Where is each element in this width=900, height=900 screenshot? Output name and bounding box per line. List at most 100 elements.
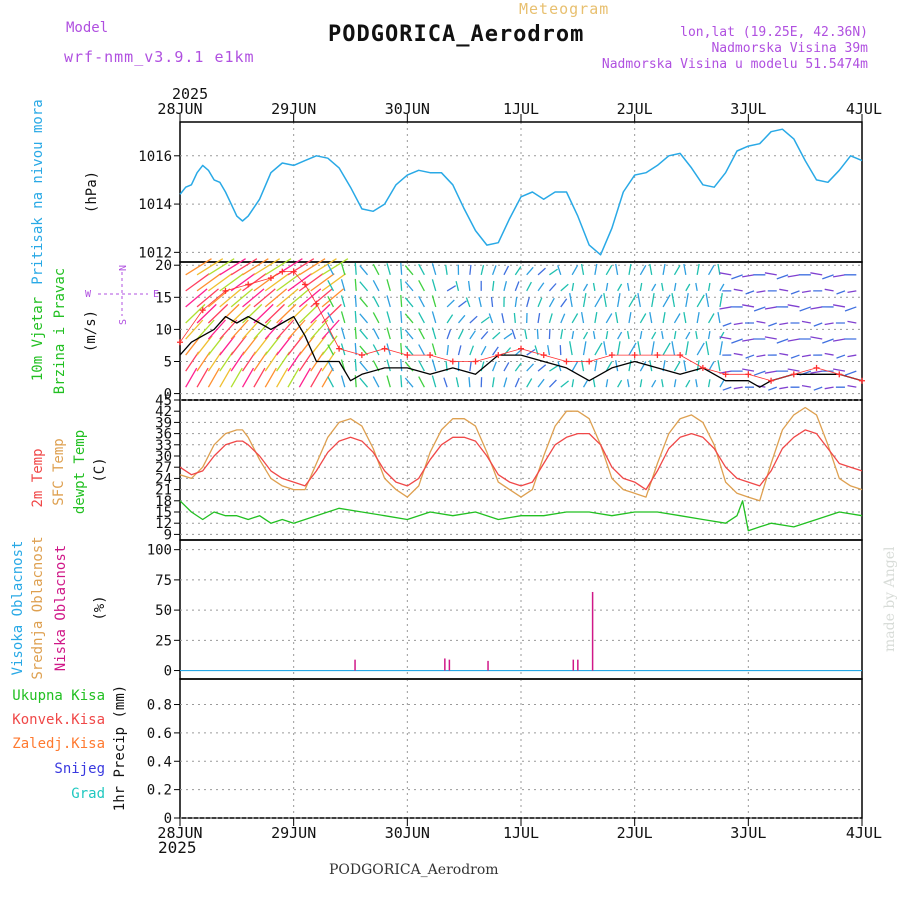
y-tick-label: 12 (155, 516, 172, 532)
year-bottom: 2025 (158, 838, 197, 857)
wind-barb (580, 311, 585, 324)
wind-barb (230, 351, 245, 372)
wind-barb (628, 311, 632, 324)
wind-barb (287, 273, 312, 292)
wind-barb (208, 273, 233, 292)
wind-barb (219, 273, 244, 292)
y-tick-label: 0.4 (147, 754, 172, 770)
wind-barb (404, 377, 414, 388)
wind-barb (603, 292, 607, 308)
y-tick-label: 25 (155, 633, 172, 649)
wind-barb (824, 322, 834, 326)
model-altitude-text: Nadmorska Visina u modelu 51.5474m (601, 57, 868, 72)
y-tick-label: 1016 (138, 149, 172, 165)
y-tick-label: 36 (155, 427, 172, 443)
wind-barb (457, 314, 466, 324)
wind-barb (548, 297, 555, 308)
wind-barb (537, 282, 545, 292)
wind-barb (705, 292, 710, 308)
wind-barb (707, 330, 711, 340)
wind-barb (779, 386, 789, 390)
wind-barb (617, 331, 623, 340)
wind-barb (733, 386, 743, 390)
wind-barb (196, 273, 222, 292)
wind-barb (776, 338, 789, 344)
wind-barb (548, 283, 557, 292)
compass-w: W (85, 289, 92, 300)
wind-unit-label: (m/s) (83, 310, 99, 352)
wind-barb (469, 315, 478, 324)
y-tick-label: 45 (155, 393, 172, 409)
wind-barb (491, 280, 495, 291)
wind-barb (810, 336, 823, 340)
wind-barb (354, 278, 357, 291)
wind-barb (372, 312, 380, 324)
wind-barb (651, 283, 657, 292)
wind-barb (639, 330, 643, 340)
x-label-top: 4JUL (846, 100, 882, 118)
wind-barb (722, 322, 732, 327)
wind-barb (219, 319, 238, 340)
wind-barb (756, 320, 766, 324)
wind-barb (469, 345, 475, 356)
wind-barb (787, 304, 800, 308)
y-tick-label: 30 (155, 449, 172, 465)
wind-barb (537, 364, 547, 372)
wind-barb (779, 322, 789, 326)
wind-barb (196, 351, 211, 372)
wind-barb (768, 322, 777, 327)
wind-barb (717, 360, 721, 372)
wind-barb (649, 263, 653, 275)
wind-barb (779, 288, 789, 292)
wind-barb (386, 327, 391, 340)
wind-barb (847, 384, 857, 388)
wind-barb (418, 328, 425, 340)
wind-barb (207, 351, 222, 372)
wind-barb (404, 313, 414, 324)
wind-barb (844, 306, 857, 312)
wind-barb (768, 386, 777, 391)
wind-barb (524, 329, 528, 340)
wind-barb (321, 367, 334, 388)
wind-barb (571, 264, 579, 276)
wind-barb (836, 354, 846, 359)
wind-barb (799, 306, 812, 312)
wind-barb (446, 299, 455, 308)
wind-barb (503, 377, 508, 388)
wind-barb (264, 319, 283, 340)
wind-barb (492, 331, 501, 340)
wind-gust-line (179, 271, 863, 382)
wind-barb (537, 297, 543, 308)
wind-barb (478, 297, 482, 308)
wind-barb (717, 311, 721, 324)
temp-axis-label-2m: 2m Temp (30, 448, 46, 507)
wind-barb (813, 386, 823, 391)
wind-barb (386, 311, 391, 324)
wind-barb (458, 300, 467, 308)
x-label-top: 3JUL (730, 100, 766, 118)
wind-barb (764, 272, 777, 276)
wind-barb (661, 379, 664, 388)
y-tick-label: 9 (164, 527, 172, 543)
wind-barb (560, 329, 564, 340)
wind-barb (707, 282, 711, 291)
wind-barb (569, 341, 573, 356)
wind-barb (719, 331, 725, 340)
wind-barb (219, 335, 236, 356)
wind-barb (571, 282, 575, 291)
wind-barb (514, 362, 522, 372)
wind-barb (418, 360, 425, 372)
wind-barb (582, 283, 589, 292)
panel-frame-2 (179, 261, 863, 401)
wind-barb (801, 320, 811, 324)
wind-barb (219, 351, 234, 372)
x-label-bottom: 3JUL (730, 824, 766, 842)
wind-barb (605, 361, 613, 372)
wind-barb (241, 367, 255, 388)
y-tick-label: 10 (155, 322, 172, 338)
wind-barb (548, 313, 553, 324)
wind-barb (824, 288, 834, 292)
wind-barb (605, 313, 613, 324)
x-label-top: 2JUL (617, 100, 653, 118)
